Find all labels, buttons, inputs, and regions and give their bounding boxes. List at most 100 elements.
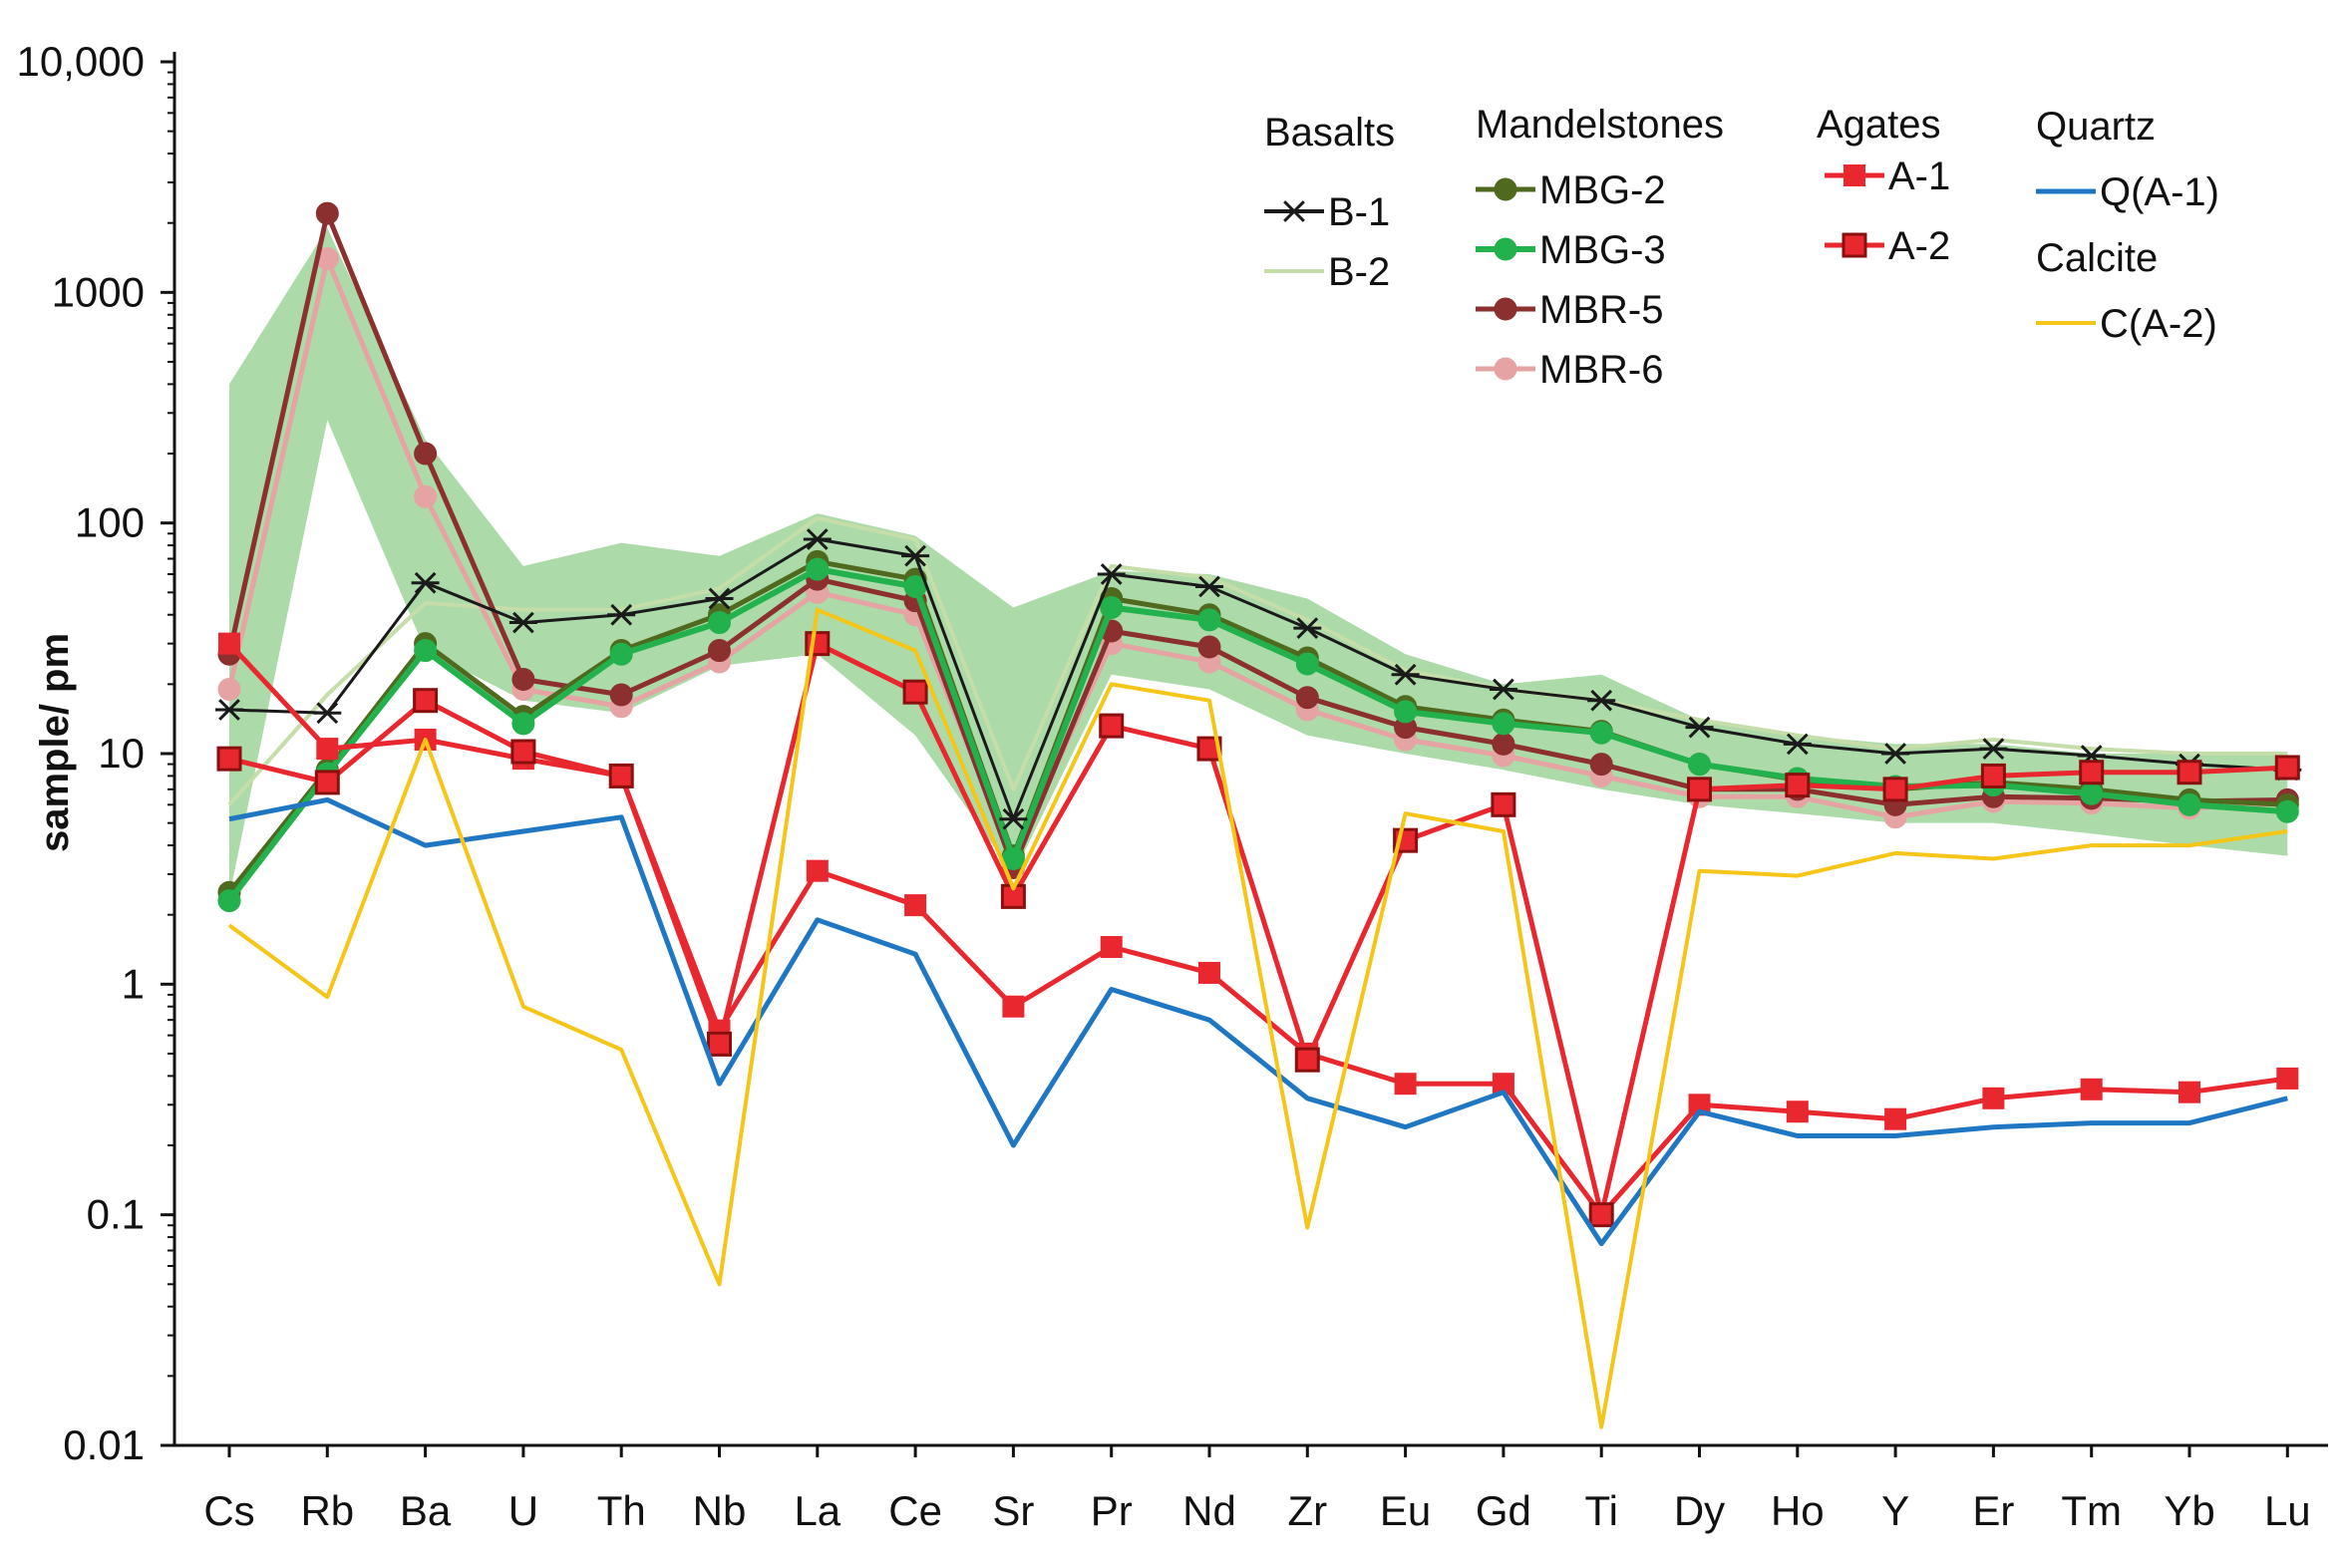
data-point-b-1	[1195, 575, 1223, 598]
x-tick-label: Ho	[1771, 1487, 1825, 1534]
x-tick-label: Eu	[1380, 1487, 1431, 1534]
series-line-mbg-3	[226, 566, 2288, 903]
series-line-q-a-1	[228, 796, 2288, 1247]
data-point-a-2	[314, 770, 340, 795]
data-point-a-1	[1394, 1073, 1417, 1096]
data-point-mbr-5	[315, 201, 339, 225]
legend-swatch-marker	[1494, 357, 1517, 381]
data-point-mbr-5	[609, 683, 633, 707]
data-point-mbg-3	[2178, 792, 2201, 816]
x-tick-label: Tm	[2061, 1487, 2122, 1534]
data-point-a-1	[1492, 1073, 1514, 1096]
star-stroke	[610, 603, 633, 626]
data-point-mbg-3	[1394, 700, 1418, 724]
range-band-area	[229, 227, 2288, 897]
data-point-a-1	[2080, 1078, 2103, 1100]
data-point-b-1	[1783, 733, 1812, 756]
x-tick-label: Ce	[888, 1487, 942, 1534]
star-stroke	[1493, 678, 1514, 701]
data-point-b-1	[215, 699, 243, 721]
data-point-mbr-5	[511, 667, 535, 691]
star-stroke	[1296, 617, 1319, 639]
data-point-a-2	[216, 746, 242, 772]
data-point-b-1	[901, 544, 930, 567]
star-stroke	[1198, 575, 1220, 598]
data-point-a-1	[1198, 961, 1220, 984]
legend-header-calcite: Calcite	[2036, 236, 2158, 280]
data-point-a-1	[316, 738, 339, 761]
x-tick-label: Th	[597, 1487, 646, 1534]
data-point-a-1	[904, 894, 927, 917]
data-point-mbg-3	[2275, 799, 2299, 823]
x-tick-label: Ti	[1584, 1487, 1617, 1534]
data-point-a-2	[510, 739, 536, 765]
x-tick-label: Rb	[300, 1487, 354, 1534]
legend-swatch-a-1	[1825, 164, 1884, 186]
series-c-a-2	[227, 607, 2288, 1429]
x-tick-label: Lu	[2264, 1487, 2311, 1534]
star-stroke	[218, 699, 240, 721]
data-point-a-1	[1786, 1100, 1809, 1123]
legend-header-basalts: Basalts	[1264, 111, 1395, 155]
data-point-b-1	[1587, 689, 1616, 712]
series-q-a-1	[228, 796, 2288, 1247]
legend-label-mbr-6: MBR-6	[1539, 348, 1663, 392]
series-line-mbr-6	[226, 256, 2288, 861]
star-stroke	[414, 571, 437, 594]
series-line-b-2	[227, 515, 2288, 806]
data-point-b-1	[313, 702, 342, 725]
star-stroke	[1688, 716, 1711, 739]
data-point-mbr-5	[708, 639, 731, 663]
data-point-a-1	[2179, 1081, 2200, 1103]
series-line-a-2	[228, 641, 2288, 1218]
star-stroke	[1786, 733, 1809, 756]
data-point-mbg-3	[2080, 782, 2104, 805]
data-point-mbr-5	[1589, 753, 1613, 777]
data-point-a-2	[707, 1031, 732, 1057]
series-a-2	[216, 631, 2300, 1228]
data-point-a-2	[1099, 713, 1125, 739]
data-point-a-2	[413, 688, 439, 714]
data-point-mbg-3	[708, 611, 731, 635]
legend: Basalts B-1 B-2 Mandelstones MBG-2 MBG-3 MBR-5…	[1264, 103, 2219, 392]
star-stroke	[512, 611, 534, 634]
data-point-mbg-3	[1589, 721, 1613, 745]
data-point-a-2	[902, 679, 928, 705]
legend-label-mbr-5: MBR-5	[1539, 288, 1663, 332]
legend-swatch-mbr-5	[1476, 297, 1535, 321]
legend-header-agates: Agates	[1817, 103, 1941, 147]
y-tick-label: 10	[98, 730, 145, 777]
legend-swatch-marker	[1494, 297, 1517, 321]
star-stroke	[904, 544, 926, 567]
y-tick-label: 1000	[52, 268, 145, 315]
legend-swatch-mbr-6	[1476, 357, 1535, 381]
data-point-a-1	[2276, 1067, 2299, 1090]
data-point-mbg-3	[414, 639, 438, 663]
star-stroke	[1590, 689, 1613, 712]
data-point-b-1	[1293, 617, 1322, 639]
x-tick-label: Cs	[203, 1487, 254, 1534]
legend-header-mandelstones: Mandelstones	[1476, 103, 1724, 147]
data-point-mbr-5	[1197, 635, 1221, 659]
legend-label-mbg-2: MBG-2	[1539, 168, 1666, 212]
x-tick-label: Pr	[1091, 1487, 1133, 1534]
data-point-a-1	[218, 632, 240, 655]
star-stroke	[708, 587, 731, 610]
data-point-mbr-5	[414, 442, 438, 466]
series-line-a-1	[227, 641, 2288, 1218]
data-point-a-2	[1785, 773, 1811, 798]
data-point-a-1	[1002, 995, 1025, 1018]
star-stroke	[806, 528, 829, 550]
data-point-b-1	[999, 807, 1028, 830]
data-point-a-2	[1687, 777, 1712, 802]
series-line-b-1	[228, 537, 2288, 821]
data-point-b-1	[1881, 743, 1910, 765]
data-point-mbr-6	[217, 678, 241, 702]
data-point-mbr-5	[1295, 686, 1319, 710]
data-point-b-1	[1391, 663, 1420, 686]
x-tick-label: Nb	[693, 1487, 747, 1534]
series-b-2	[227, 515, 2288, 806]
y-tick-label: 0.1	[87, 1191, 145, 1238]
